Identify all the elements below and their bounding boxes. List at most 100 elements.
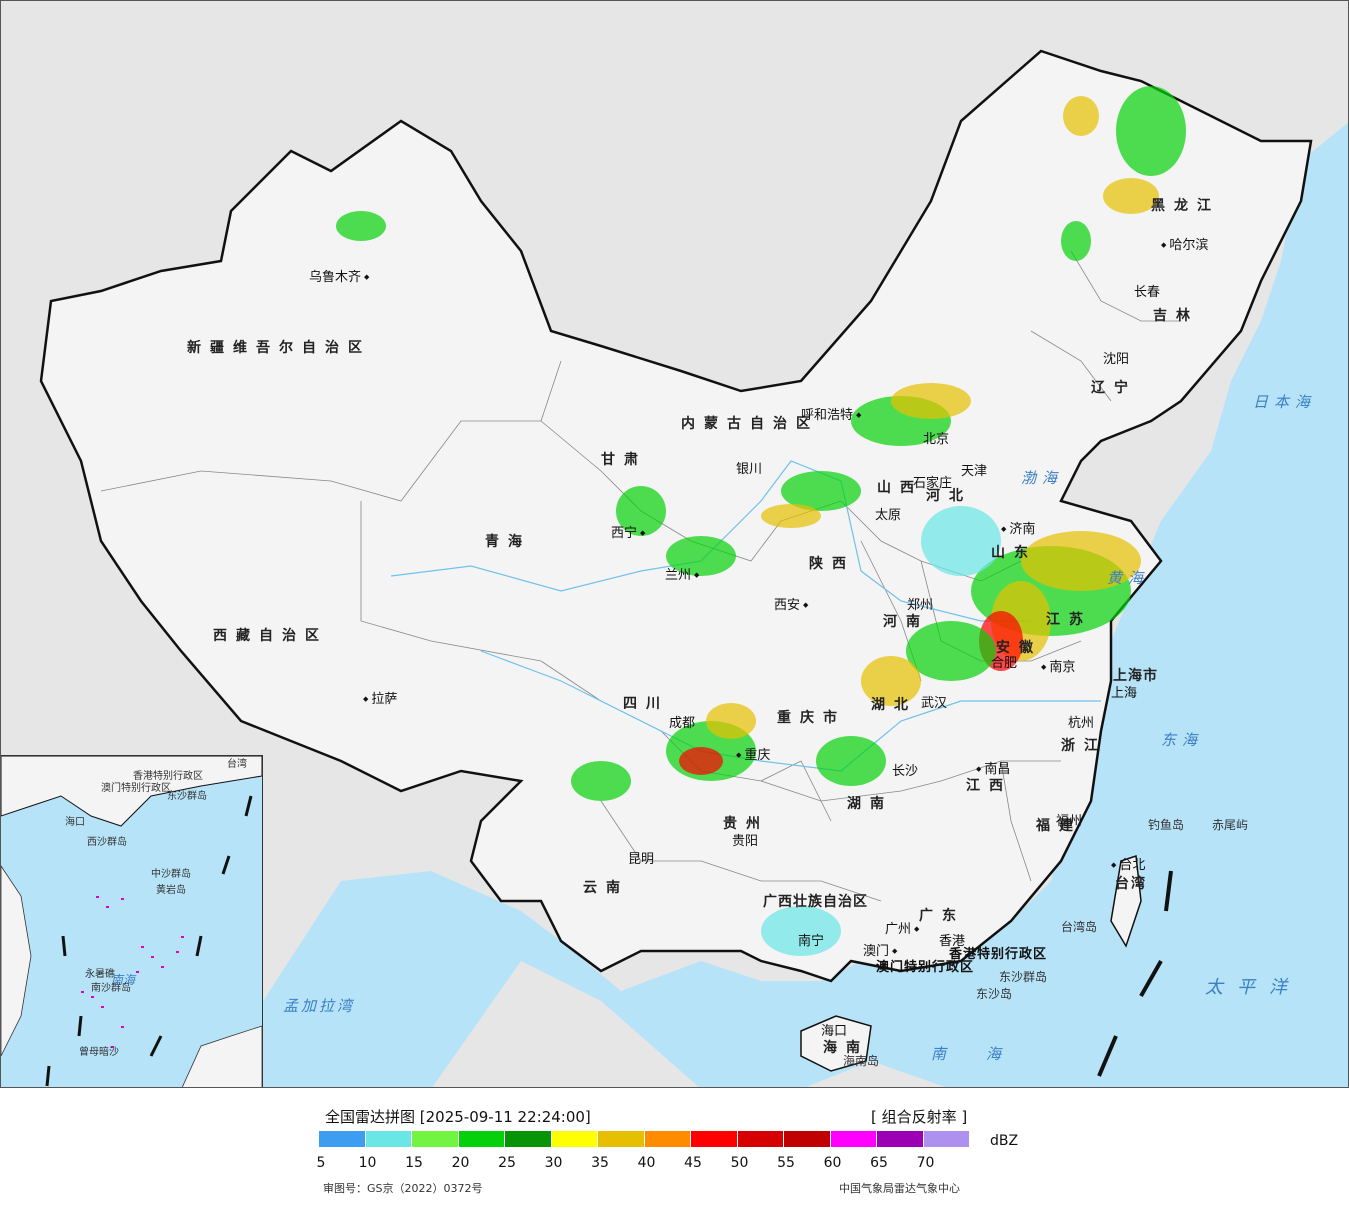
city-label: 南宁 [798, 934, 825, 949]
radar-echo [921, 506, 1001, 576]
radar-echo [336, 211, 386, 241]
province-label: 陕西 [809, 556, 855, 572]
inset-label: 海口 [65, 817, 85, 828]
radar-echo [1103, 178, 1159, 214]
city-label: 石家庄 [913, 476, 953, 491]
city-label: 呼和浩特 [801, 409, 861, 422]
inset-label: 黄岩岛 [156, 885, 186, 896]
province-label: 海南 [823, 1040, 869, 1056]
inset-label: 南沙群岛 [91, 983, 131, 994]
province-label: 内蒙古自治区 [681, 416, 819, 432]
province-label: 吉林 [1153, 308, 1199, 324]
province-label: 湖南 [847, 796, 893, 812]
radar-echo [816, 736, 886, 786]
province-label: 贵州 [723, 816, 769, 832]
province-label: 青海 [485, 534, 531, 550]
province-label: 上海市 [1113, 668, 1158, 684]
province-label: 江西 [966, 778, 1012, 794]
city-label: 香港 [939, 934, 966, 949]
legend-panel: 全国雷达拼图 [2025-09-11 22:24:00] [ 组合反射率 ] d… [0, 1088, 1349, 1208]
city-label: 南京 [1041, 661, 1075, 674]
scale-tick-label: 25 [498, 1155, 516, 1171]
province-label: 福建 [1036, 818, 1082, 834]
boundary-segments [1097, 870, 1173, 1077]
radar-echo [1061, 221, 1091, 261]
inset-label: 西沙群岛 [87, 837, 127, 848]
scale-tick-label: 45 [684, 1155, 702, 1171]
scale-tick-label: 30 [544, 1155, 563, 1171]
island-label: 东沙群岛 [999, 970, 1048, 984]
scale-swatch [737, 1131, 783, 1147]
city-label: 成都 [669, 716, 696, 731]
province-label: 甘肃 [601, 452, 647, 468]
island-label: 东沙岛 [976, 987, 1013, 1001]
inset-label: 南海 [111, 973, 136, 987]
city-label: 武汉 [921, 696, 948, 711]
island-label: 赤尾屿 [1212, 818, 1249, 832]
city-label: 乌鲁木齐 [309, 271, 369, 284]
radar-echo [1063, 96, 1099, 136]
province-label: 浙江 [1061, 738, 1107, 754]
province-label: 新疆维吾尔自治区 [187, 340, 371, 356]
province-label: 辽宁 [1091, 380, 1137, 396]
province-label: 山西 [877, 480, 923, 496]
sar-label: 澳门特别行政区 [876, 960, 975, 975]
city-label: 贵阳 [732, 834, 759, 849]
radar-map: 新疆维吾尔自治区 西藏自治区 青海 甘肃 内蒙古自治区 黑龙江 吉林 辽宁 河北… [0, 0, 1349, 1088]
sea-area [263, 122, 1348, 1087]
province-label: 四川 [623, 696, 669, 712]
scale-tick-label: 35 [591, 1155, 609, 1171]
radar-echo [1021, 531, 1141, 591]
scale-tick-label: 5 [316, 1155, 326, 1171]
south-china-sea-inset: 南海 香港特别行政区 澳门特别行政区 东沙群岛 海口 西沙群岛 中沙群岛 南沙群… [1, 755, 263, 1087]
city-label: 杭州 [1068, 716, 1095, 731]
scale-swatch [644, 1131, 690, 1147]
sea-label: 南海 [931, 1045, 1042, 1063]
city-label: 海口 [821, 1024, 848, 1039]
scale-swatch [691, 1131, 737, 1147]
city-label: 天津 [961, 464, 988, 479]
scale-tick-label: 50 [730, 1155, 749, 1171]
sea-label: 渤海 [1021, 469, 1064, 487]
sar-label: 香港特别行政区 [949, 947, 1048, 962]
sea-label: 太平洋 [1205, 977, 1301, 998]
scale-swatch [365, 1131, 411, 1147]
province-label: 西藏自治区 [213, 628, 328, 644]
inset-label: 澳门特别行政区 [101, 783, 171, 794]
city-label: 拉萨 [363, 693, 397, 706]
scale-swatch [830, 1131, 876, 1147]
province-label: 河南 [883, 614, 929, 630]
sea-label: 黄海 [1107, 569, 1150, 587]
sea-label: 日本海 [1253, 393, 1317, 411]
city-label: 济南 [1001, 523, 1035, 536]
city-label: 上海 [1111, 686, 1138, 701]
radar-echo [1116, 86, 1186, 176]
sea-label: 孟加拉湾 [283, 997, 356, 1015]
province-label: 云南 [583, 880, 629, 896]
city-label: 北京 [923, 432, 950, 447]
province-label: 重庆市 [777, 710, 846, 726]
city-label: 郑州 [907, 598, 934, 613]
scale-tick-label: 70 [916, 1155, 935, 1171]
province-label: 黑龙江 [1151, 198, 1220, 214]
radar-echo [706, 703, 756, 739]
radar-echo [571, 761, 631, 801]
city-label: 太原 [875, 508, 902, 523]
province-label: 台湾 [1115, 876, 1147, 892]
city-label: 银川 [736, 462, 763, 477]
scale-swatch [877, 1131, 923, 1147]
scale-swatch [551, 1131, 597, 1147]
city-label: 沈阳 [1103, 352, 1130, 367]
city-label: 兰州 [665, 569, 699, 582]
province-label: 江苏 [1046, 612, 1092, 628]
city-label: 西安 [774, 599, 808, 612]
city-label: 长春 [1134, 285, 1161, 300]
city-label: 哈尔滨 [1161, 239, 1208, 252]
scale-swatch [505, 1131, 551, 1147]
radar-echoes [336, 86, 1186, 956]
island-label: 海南岛 [843, 1054, 880, 1068]
radar-echo [761, 504, 821, 528]
radar-echo [891, 383, 971, 419]
city-label: 广州 [885, 923, 919, 936]
radar-echo [861, 656, 921, 706]
